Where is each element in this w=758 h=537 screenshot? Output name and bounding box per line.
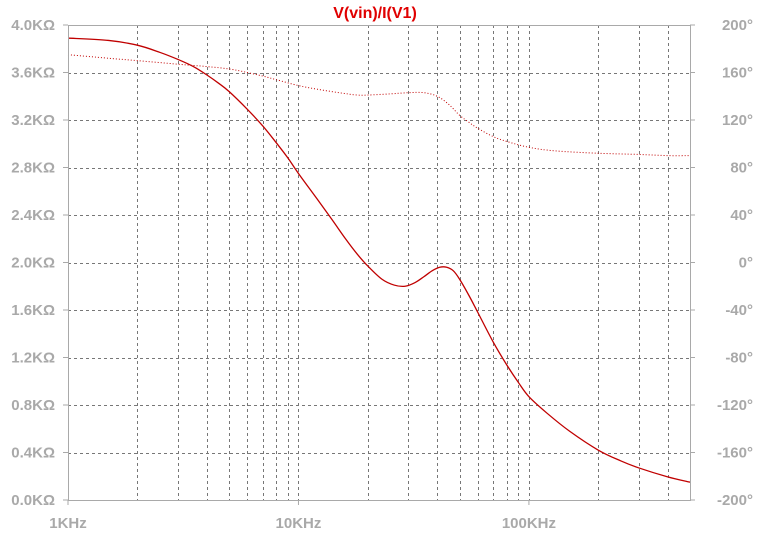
y-left-tick-label: 3.6KΩ bbox=[11, 65, 55, 82]
y-right-tick-label: 160° bbox=[722, 65, 753, 82]
y-right-tick-label: -40° bbox=[725, 302, 753, 319]
series-layer bbox=[67, 37, 691, 483]
y-left-tick-label: 1.6KΩ bbox=[11, 302, 55, 319]
x-tick-label: 1KHz bbox=[49, 515, 87, 532]
y-right-tick-label: -80° bbox=[725, 350, 753, 367]
x-tick-label: 100KHz bbox=[502, 515, 556, 532]
plot-frame bbox=[68, 25, 691, 501]
y-right-tick-label: 0° bbox=[739, 255, 753, 272]
y-right-tick-label: -160° bbox=[717, 445, 753, 462]
y-left-tick-label: 2.4KΩ bbox=[11, 207, 55, 224]
y-right-tick-label: 80° bbox=[730, 160, 753, 177]
chart-title: V(vin)/I(V1) bbox=[333, 5, 417, 22]
magnitude-trace bbox=[67, 37, 691, 483]
y-left-tick-label: 0.0KΩ bbox=[11, 492, 55, 509]
x-tick-label: 10KHz bbox=[276, 515, 322, 532]
y-right-tick-label: -200° bbox=[717, 492, 753, 509]
y-left-tick-label: 1.2KΩ bbox=[11, 350, 55, 367]
y-right-tick-label: 120° bbox=[722, 112, 753, 129]
y-left-tick-label: 2.8KΩ bbox=[11, 160, 55, 177]
y-left-tick-label: 3.2KΩ bbox=[11, 112, 55, 129]
y-left-tick-label: 0.8KΩ bbox=[11, 397, 55, 414]
grid bbox=[68, 25, 690, 500]
phase-trace bbox=[67, 54, 691, 157]
y-right-tick-label: -120° bbox=[717, 397, 753, 414]
tick-labels: 4.0KΩ 3.6KΩ 3.2KΩ 2.8KΩ 2.4KΩ 2.0KΩ 1.6KΩ 1.2KΩ… bbox=[11, 17, 753, 532]
y-right-tick-label: 40° bbox=[730, 207, 753, 224]
y-left-tick-label: 4.0KΩ bbox=[11, 17, 55, 34]
y-left-tick-label: 0.4KΩ bbox=[11, 445, 55, 462]
y-right-tick-label: 200° bbox=[722, 17, 753, 34]
y-left-tick-label: 2.0KΩ bbox=[11, 255, 55, 272]
